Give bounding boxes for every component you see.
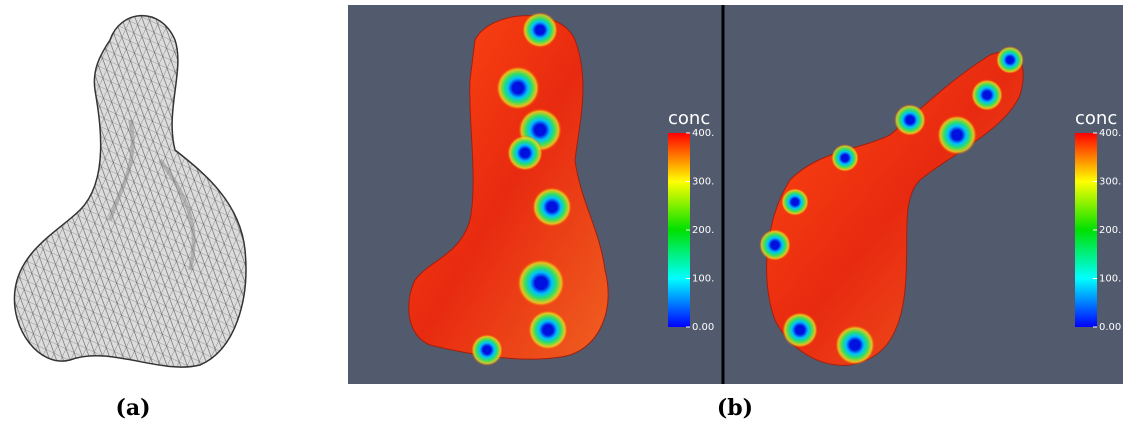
- caption: (b): [717, 395, 753, 421]
- colorbar-tick-label: 300.: [692, 177, 714, 188]
- colorbar-tick-label: 100.: [692, 274, 714, 285]
- colorbar-tick-label: 200.: [692, 225, 714, 236]
- colorbar-title: conc: [668, 108, 710, 129]
- colorbar-tick-label: 200.: [1099, 225, 1121, 236]
- colorbar-tick-label: 400.: [692, 128, 714, 139]
- colorbar-tick-label: 0.00: [692, 322, 714, 333]
- colorbar-tick-label: 300.: [1099, 177, 1121, 188]
- colorbar-tick-label: 400.: [1099, 128, 1121, 139]
- caption: (a): [115, 395, 150, 421]
- colorbar-title: conc: [1075, 108, 1117, 129]
- figure: (a) (b) conc400.300.200.100: [0, 0, 1123, 425]
- mesh-render: [14, 16, 245, 367]
- colorbar-tick-label: 100.: [1099, 274, 1121, 285]
- colorbar-tick-label: 0.00: [1099, 322, 1121, 333]
